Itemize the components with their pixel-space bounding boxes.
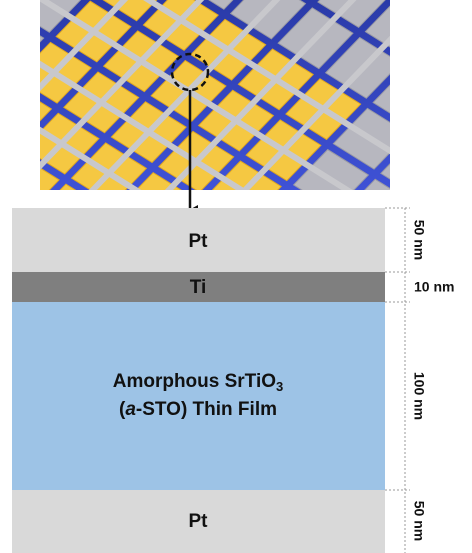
thickness-label: 100 nm <box>411 372 427 420</box>
pad <box>40 0 390 188</box>
layer-sto <box>12 302 385 490</box>
layer-label: Ti <box>190 277 207 298</box>
pad <box>40 0 328 190</box>
pad <box>413 26 472 87</box>
layer-label: Pt <box>189 511 209 532</box>
pad <box>40 39 329 190</box>
layer-pt-bottom <box>12 490 385 553</box>
pad <box>428 168 472 229</box>
pad <box>40 0 368 190</box>
layer-pt-top <box>12 208 385 272</box>
device-render <box>0 0 472 229</box>
crossbar-array <box>0 0 472 229</box>
pad <box>421 97 472 158</box>
pad <box>468 127 472 188</box>
dimension-lines <box>385 207 410 553</box>
pad <box>40 0 233 190</box>
pad <box>40 0 280 190</box>
layer-label: (a-STO) Thin Film <box>119 399 277 420</box>
thickness-label: 10 nm <box>414 279 454 295</box>
pad <box>59 7 390 190</box>
layer-ti <box>12 272 385 302</box>
pad <box>40 0 390 190</box>
pad <box>40 0 375 190</box>
layer-label: Pt <box>189 231 209 252</box>
thickness-label: 50 nm <box>411 220 427 260</box>
thickness-label: 50 nm <box>411 501 427 541</box>
zoom-circle <box>170 52 210 92</box>
pad <box>40 12 45 75</box>
pad <box>0 54 4 115</box>
layer-label: Amorphous SrTiO3 <box>113 371 284 394</box>
pad <box>380 137 390 190</box>
pad <box>460 56 472 117</box>
pad <box>0 0 36 3</box>
pad <box>0 125 12 186</box>
